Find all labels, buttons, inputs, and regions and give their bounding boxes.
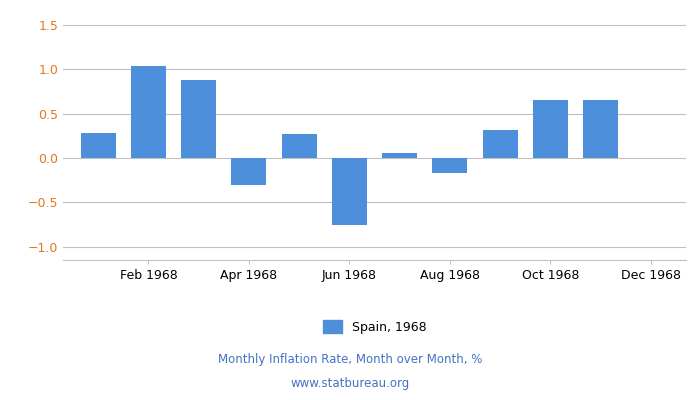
Bar <box>281 134 316 158</box>
Bar <box>482 130 518 158</box>
Bar <box>80 133 116 158</box>
Bar <box>533 100 568 158</box>
Legend: Spain, 1968: Spain, 1968 <box>323 320 426 334</box>
Bar <box>433 158 468 173</box>
Bar <box>131 66 166 158</box>
Bar <box>231 158 267 184</box>
Text: Monthly Inflation Rate, Month over Month, %: Monthly Inflation Rate, Month over Month… <box>218 354 482 366</box>
Text: www.statbureau.org: www.statbureau.org <box>290 378 410 390</box>
Bar <box>382 153 417 158</box>
Bar <box>583 100 618 158</box>
Bar <box>181 80 216 158</box>
Bar <box>332 158 367 224</box>
